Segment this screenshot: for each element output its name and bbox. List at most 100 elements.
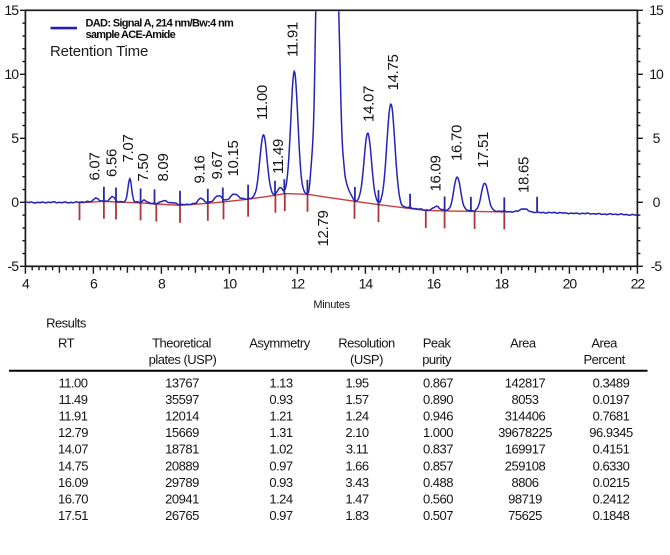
svg-text:1.21: 1.21 xyxy=(269,409,293,424)
svg-text:16.09: 16.09 xyxy=(58,475,88,490)
svg-text:0.4151: 0.4151 xyxy=(593,442,630,457)
svg-text:sample ACE-Amide: sample ACE-Amide xyxy=(86,29,176,41)
svg-text:-5: -5 xyxy=(651,258,663,274)
svg-text:8053: 8053 xyxy=(512,392,539,407)
svg-text:17.51: 17.51 xyxy=(475,132,492,168)
svg-text:1.57: 1.57 xyxy=(345,392,369,407)
svg-text:6: 6 xyxy=(90,276,98,292)
svg-text:3.43: 3.43 xyxy=(345,475,369,490)
svg-text:0.97: 0.97 xyxy=(269,458,293,473)
svg-text:4: 4 xyxy=(22,276,30,292)
svg-text:35597: 35597 xyxy=(165,392,199,407)
svg-text:16.70: 16.70 xyxy=(58,492,88,507)
svg-text:10.15: 10.15 xyxy=(225,140,242,176)
svg-text:0.93: 0.93 xyxy=(269,475,293,490)
svg-text:15669: 15669 xyxy=(165,425,199,440)
svg-text:Area: Area xyxy=(591,336,618,351)
svg-text:0.867: 0.867 xyxy=(423,375,453,390)
svg-text:6.56: 6.56 xyxy=(104,149,121,177)
svg-text:11.49: 11.49 xyxy=(58,392,87,407)
svg-text:1.02: 1.02 xyxy=(269,442,293,457)
svg-text:16.70: 16.70 xyxy=(449,125,466,161)
svg-text:1.66: 1.66 xyxy=(345,458,369,473)
svg-text:2.10: 2.10 xyxy=(345,425,369,440)
svg-text:16: 16 xyxy=(427,276,442,292)
svg-text:Retention Time: Retention Time xyxy=(50,43,148,60)
svg-text:Results: Results xyxy=(46,316,87,331)
svg-text:14: 14 xyxy=(359,276,374,292)
svg-text:17.51: 17.51 xyxy=(58,508,88,523)
svg-text:0.97: 0.97 xyxy=(269,508,293,523)
svg-text:98719: 98719 xyxy=(508,492,542,507)
svg-text:16.09: 16.09 xyxy=(428,155,445,191)
svg-text:18781: 18781 xyxy=(165,442,199,457)
svg-text:11.00: 11.00 xyxy=(58,375,87,390)
svg-text:plates (USP): plates (USP) xyxy=(149,352,217,367)
svg-text:10: 10 xyxy=(4,66,19,82)
svg-text:1.13: 1.13 xyxy=(269,375,293,390)
svg-text:0.507: 0.507 xyxy=(423,508,453,523)
svg-text:1.47: 1.47 xyxy=(345,492,369,507)
svg-text:15: 15 xyxy=(649,2,664,18)
svg-text:11.49: 11.49 xyxy=(270,139,287,174)
svg-text:1.24: 1.24 xyxy=(269,492,293,507)
svg-text:169917: 169917 xyxy=(505,442,546,457)
svg-text:14.07: 14.07 xyxy=(361,86,378,122)
svg-text:0: 0 xyxy=(11,194,19,210)
svg-text:1.31: 1.31 xyxy=(269,425,293,440)
svg-text:1.24: 1.24 xyxy=(345,409,369,424)
svg-text:14.07: 14.07 xyxy=(58,442,88,457)
svg-text:14.75: 14.75 xyxy=(385,54,402,90)
svg-text:0.837: 0.837 xyxy=(423,442,453,457)
svg-text:8.09: 8.09 xyxy=(155,154,172,182)
svg-text:7.07: 7.07 xyxy=(120,135,137,163)
svg-text:26765: 26765 xyxy=(165,508,199,523)
svg-text:3.11: 3.11 xyxy=(346,442,369,457)
svg-text:1.83: 1.83 xyxy=(345,508,369,523)
svg-text:DAD: Signal A, 214 nm/Bw:4 nm: DAD: Signal A, 214 nm/Bw:4 nm xyxy=(86,17,235,29)
svg-text:12: 12 xyxy=(291,276,306,292)
svg-text:75625: 75625 xyxy=(508,508,542,523)
svg-text:18: 18 xyxy=(495,276,510,292)
svg-text:1.95: 1.95 xyxy=(345,375,369,390)
svg-text:0.7681: 0.7681 xyxy=(593,409,630,424)
svg-text:(USP): (USP) xyxy=(350,352,383,367)
svg-text:0.93: 0.93 xyxy=(269,392,293,407)
svg-text:29789: 29789 xyxy=(165,475,199,490)
svg-text:9.16: 9.16 xyxy=(192,156,209,184)
svg-text:0.0215: 0.0215 xyxy=(593,475,630,490)
svg-text:13767: 13767 xyxy=(165,375,199,390)
svg-text:6.07: 6.07 xyxy=(87,153,104,181)
svg-text:Percent: Percent xyxy=(583,352,625,367)
svg-text:12.79: 12.79 xyxy=(315,210,332,246)
svg-text:12014: 12014 xyxy=(165,409,199,424)
svg-text:9.67: 9.67 xyxy=(209,152,226,180)
svg-text:11.00: 11.00 xyxy=(254,85,271,120)
svg-text:5: 5 xyxy=(11,130,19,146)
svg-text:11.91: 11.91 xyxy=(58,409,87,424)
svg-text:0.1848: 0.1848 xyxy=(593,508,630,523)
svg-text:0.946: 0.946 xyxy=(423,409,453,424)
svg-text:8: 8 xyxy=(158,276,166,292)
svg-text:96.9345: 96.9345 xyxy=(589,425,633,440)
svg-text:20: 20 xyxy=(563,276,578,292)
svg-text:0.560: 0.560 xyxy=(423,492,453,507)
svg-text:7.50: 7.50 xyxy=(135,154,152,182)
svg-text:RT: RT xyxy=(58,336,75,351)
svg-text:259108: 259108 xyxy=(505,458,546,473)
svg-text:Peak: Peak xyxy=(423,336,452,351)
svg-text:39678225: 39678225 xyxy=(498,425,552,440)
svg-text:Area: Area xyxy=(510,336,537,351)
svg-text:Resolution: Resolution xyxy=(338,336,395,351)
svg-text:0.0197: 0.0197 xyxy=(593,392,630,407)
svg-text:10: 10 xyxy=(223,276,238,292)
svg-text:purity: purity xyxy=(422,352,452,367)
svg-text:0.6330: 0.6330 xyxy=(593,458,630,473)
svg-text:314406: 314406 xyxy=(505,409,546,424)
svg-text:0.890: 0.890 xyxy=(423,392,453,407)
svg-text:20889: 20889 xyxy=(165,458,199,473)
svg-text:1.000: 1.000 xyxy=(423,425,453,440)
svg-text:8806: 8806 xyxy=(512,475,539,490)
svg-text:Theoretical: Theoretical xyxy=(152,336,211,351)
svg-text:14.75: 14.75 xyxy=(58,458,88,473)
